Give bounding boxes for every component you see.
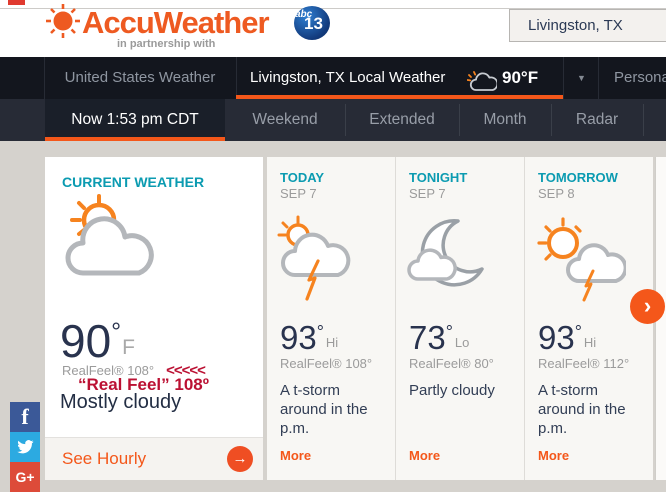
carousel-next-button[interactable]: › [630,289,665,324]
sun-t-storm-icon [531,213,628,310]
active-subtab-underline [45,137,225,141]
nav-divider [44,57,45,99]
nav-item-personalized[interactable]: Persona [614,69,666,86]
forecast-description: A t-storm around in the p.m. [538,382,626,437]
current-weather-title: CURRENT WEATHER [62,174,205,190]
forecast-date: SEP 7 [280,186,317,201]
annotation-arrows: <<<<< [166,362,206,379]
facebook-icon: f [21,404,29,429]
current-temp: 90°F [60,315,135,367]
tab-weekend[interactable]: Weekend [252,111,318,128]
subnav-divider [345,104,346,136]
mostly-cloudy-icon [57,193,167,286]
tab-month[interactable]: Month [483,111,527,128]
forecast-column-tonight: TONIGHT SEP 7 73°Lo RealFeel® 80° Partly… [396,157,525,480]
facebook-share-button[interactable]: f [10,402,40,432]
forecast-strip: TODAY SEP 7 93°Hi RealFeel® 108° [267,157,653,480]
logo-wordmark: AccuWeather [82,5,270,40]
more-link-tomorrow[interactable]: More [538,448,570,463]
current-condition: Mostly cloudy [60,391,182,413]
location-search-input[interactable] [510,10,666,41]
partnership-text: in partnership with [117,38,216,50]
forecast-realfeel: RealFeel® 80° [409,356,494,371]
current-weather-card: CURRENT WEATHER 90°F RealFeel® 108° <<<<<… [45,157,263,480]
forecast-realfeel: RealFeel® 108° [280,356,373,371]
forecast-temp: 93°Hi [538,319,597,356]
forecast-column-today: TODAY SEP 7 93°Hi RealFeel® 108° [267,157,396,480]
subnav-divider [459,104,460,136]
nav-divider [598,57,599,99]
nav-item-united-states-weather[interactable]: United States Weather [64,69,216,86]
nav-current-temp: 90°F [502,68,539,87]
forecast-column-tomorrow: TOMORROW SEP 8 93°Hi [525,157,653,480]
window-top-border [0,8,666,9]
twitter-icon [16,440,34,460]
forecast-title: TODAY [280,170,325,185]
google-plus-share-button[interactable]: G+ [10,462,40,492]
main-nav: United States Weather Livingston, TX Loc… [0,57,666,99]
sub-nav: Now 1:53 pm CDT Weekend Extended Month R… [0,99,666,141]
tab-now-label: Now 1:53 pm CDT [71,111,199,128]
abc13-abc-text: abc [295,9,313,20]
more-link-today[interactable]: More [280,448,312,463]
current-realfeel: RealFeel® 108° <<<<< [62,362,206,379]
forecast-title: TONIGHT [409,170,468,185]
nav-divider [236,57,237,99]
sun-logo-icon [46,4,80,43]
tab-radar[interactable]: Radar [575,111,619,128]
see-hourly-label: See Hourly [62,449,147,468]
nav-item-local-weather[interactable]: Livingston, TX Local Weather 90°F [236,57,563,99]
nav-local-label: Livingston, TX Local Weather [250,69,446,86]
content-area: CURRENT WEATHER 90°F RealFeel® 108° <<<<<… [0,141,666,492]
google-plus-icon: G+ [15,469,35,485]
moon-cloud-icon [402,213,497,310]
twitter-share-button[interactable] [10,432,40,462]
forecast-description: A t-storm around in the p.m. [280,382,368,437]
subnav-divider [643,104,644,136]
window-red-fragment [8,0,25,5]
accuweather-logo[interactable]: AccuWeather abc 13 [44,3,334,43]
location-dropdown-caret[interactable]: ▼ [577,73,586,83]
active-tab-underline [236,95,563,99]
forecast-realfeel: RealFeel® 112° [538,356,630,371]
tab-extended[interactable]: Extended [369,111,435,128]
abc13-logo[interactable]: abc 13 [294,6,330,40]
subnav-divider [551,104,552,136]
forecast-description: Partly cloudy [409,382,495,399]
t-storm-sun-icon [273,213,368,310]
see-hourly-arrow-icon[interactable]: → [227,446,253,472]
more-link-tonight[interactable]: More [409,448,441,463]
abc13-number-text: 13 [304,14,323,33]
forecast-date: SEP 7 [409,186,446,201]
forecast-temp: 93°Hi [280,319,339,356]
tab-now[interactable]: Now 1:53 pm CDT [45,99,225,141]
nav-divider [563,57,564,99]
location-search-box [509,9,666,42]
forecast-temp: 73°Lo [409,319,470,356]
realfeel-annotation: “Real Feel” 108º [78,375,209,394]
see-hourly-link[interactable]: See Hourly → [45,437,263,480]
forecast-date: SEP 8 [538,186,575,201]
forecast-title: TOMORROW [538,170,618,185]
